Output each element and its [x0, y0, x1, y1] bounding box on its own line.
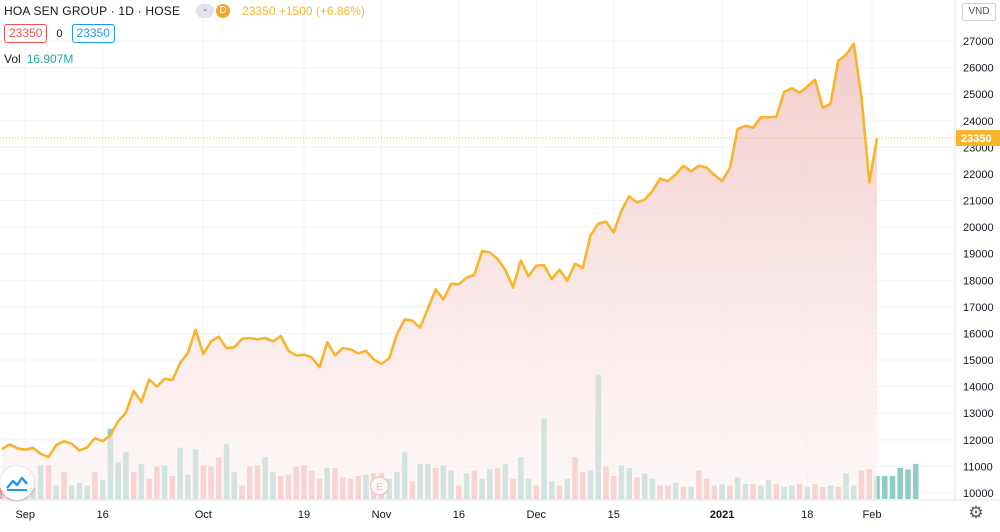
- y-tick-label: 19000: [963, 249, 994, 261]
- volume-legend[interactable]: Vol 16.907M: [4, 52, 73, 66]
- x-tick-label: Dec: [527, 509, 547, 521]
- y-tick-label: 25000: [963, 89, 994, 101]
- time-axis[interactable]: Sep 16 Oct 19 Nov 16 Dec 15 2021 18 Feb: [0, 499, 1000, 521]
- last-price-badge: [956, 130, 1000, 147]
- buy-price-box[interactable]: 23350: [71, 24, 115, 43]
- gear-icon[interactable]: ⚙: [968, 503, 984, 522]
- volume-bar: [905, 469, 911, 499]
- symbol-legend[interactable]: HOA SEN GROUP · 1D · HOSE - D 23350 +150…: [4, 3, 365, 19]
- x-tick-label: Nov: [372, 509, 392, 521]
- symbol-title[interactable]: HOA SEN GROUP · 1D · HOSE: [4, 4, 181, 18]
- logo-icon: [6, 476, 28, 491]
- x-tick-label: Feb: [863, 509, 882, 521]
- y-tick-label: 14000: [963, 382, 994, 394]
- y-tick-label: 27000: [963, 36, 994, 48]
- y-tick-label: 12000: [963, 435, 994, 447]
- x-tick-label: 16: [97, 509, 109, 521]
- spread-value: 0: [56, 27, 63, 40]
- last-price-text: 23350: [961, 133, 992, 145]
- y-tick-label: 20000: [963, 222, 994, 234]
- y-tick-label: 22000: [963, 169, 994, 181]
- y-tick-label: 26000: [963, 63, 994, 75]
- y-tick-label: 10000: [963, 488, 994, 500]
- volume-bar: [912, 463, 919, 499]
- price-inputs: 23350 0 23350: [4, 24, 115, 43]
- y-tick-label: 18000: [963, 275, 994, 287]
- minus-icon[interactable]: -: [196, 4, 215, 18]
- volume-bar: [897, 467, 904, 499]
- price-series-line: [1, 42, 879, 459]
- y-tick-label: 17000: [963, 302, 994, 314]
- y-tick-label: 16000: [963, 328, 994, 340]
- x-tick-label: 16: [453, 509, 465, 521]
- price-area: [2, 43, 877, 500]
- interval-badge[interactable]: D: [216, 4, 231, 18]
- volume-bar: [889, 476, 896, 499]
- price-change-label: 23350 +1500 (+6.86%): [242, 4, 365, 18]
- price-axis[interactable]: 10000 11000 12000 13000 14000 15000 16000 17000…: [954, 0, 994, 500]
- x-tick-label: 15: [608, 509, 620, 521]
- price-line: [1, 42, 879, 459]
- y-tick-label: 13000: [963, 408, 994, 420]
- x-tick-label: 19: [298, 509, 310, 521]
- last-price-marker: 23350: [0, 130, 1000, 147]
- volume-bar: [881, 476, 888, 499]
- y-tick-label: 11000: [963, 461, 993, 473]
- x-tick-label: 18: [801, 509, 813, 521]
- sell-price-box[interactable]: 23350: [4, 24, 48, 43]
- tradingview-logo-button[interactable]: [0, 466, 34, 500]
- x-tick-label: 2021: [710, 509, 734, 521]
- volume-label: Vol: [4, 52, 21, 66]
- y-tick-label: 21000: [963, 196, 994, 208]
- currency-label[interactable]: VND: [962, 3, 996, 21]
- x-tick-label: Sep: [15, 509, 35, 521]
- y-tick-label: 15000: [963, 355, 994, 367]
- price-area-fill: [2, 43, 877, 500]
- volume-value: 16.907M: [26, 52, 74, 66]
- x-tick-label: Oct: [195, 509, 212, 521]
- y-tick-label: 24000: [963, 116, 994, 128]
